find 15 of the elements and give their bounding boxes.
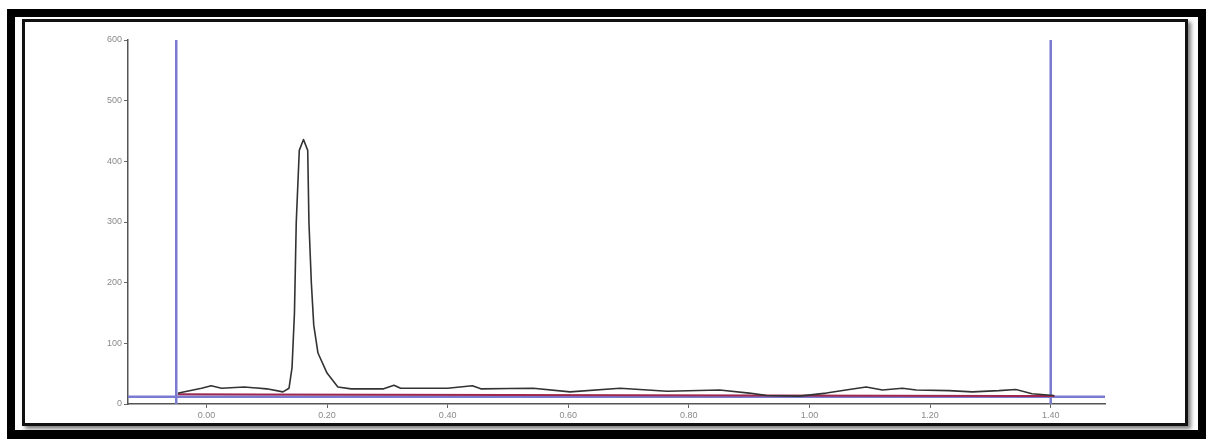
x-tick-label: 1.40 <box>1041 409 1060 420</box>
y-tick-label: 0 <box>116 398 122 409</box>
y-tick-label: 600 <box>106 34 122 45</box>
x-tick-label: 0.60 <box>559 409 578 420</box>
y-tick-label: 200 <box>106 277 122 288</box>
x-tick-label: 0.00 <box>197 409 216 420</box>
x-tick-label: 0.20 <box>318 409 336 420</box>
y-tick-label: 300 <box>106 216 122 227</box>
x-tick-label: 1.20 <box>921 409 939 420</box>
y-tick-label: 500 <box>106 95 122 106</box>
y-tick-label: 100 <box>106 337 122 348</box>
x-tick-label: 0.80 <box>680 409 698 420</box>
x-tick-label: 1.00 <box>800 409 819 420</box>
y-tick-label: 400 <box>106 155 122 166</box>
x-tick-label: 0.40 <box>438 409 457 420</box>
